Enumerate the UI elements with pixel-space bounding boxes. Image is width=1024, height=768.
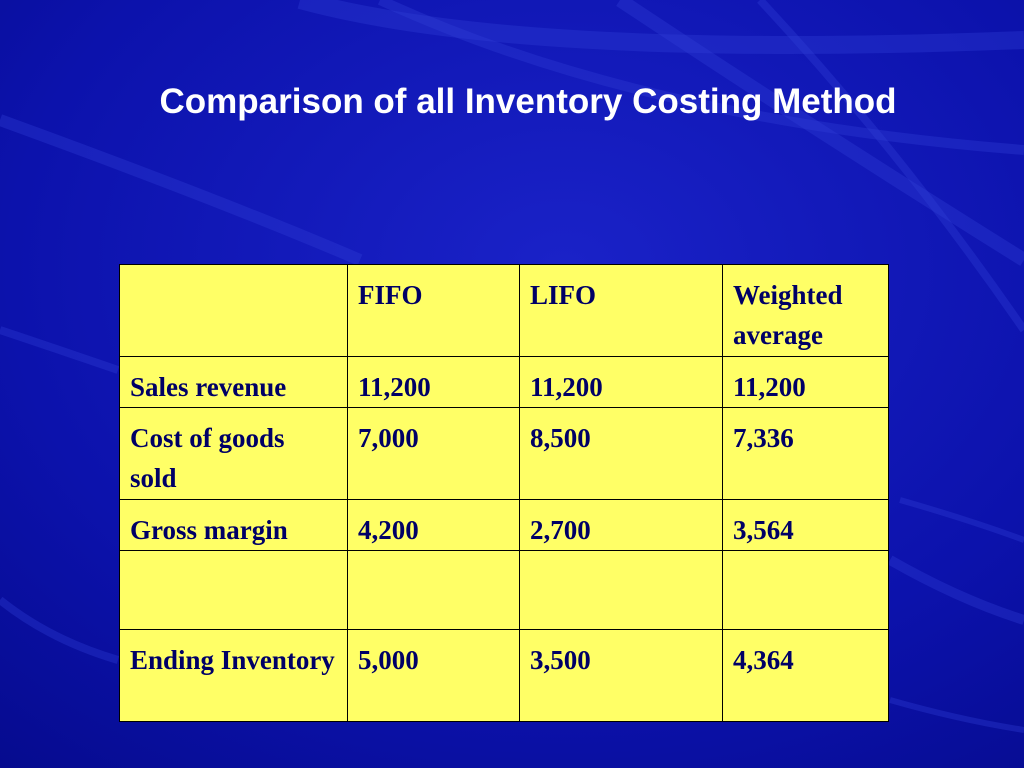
slide-title: Comparison of all Inventory Costing Meth…: [159, 82, 897, 121]
table-cell: 11,200: [519, 356, 723, 408]
row-label: Gross margin: [119, 499, 348, 551]
table-cell: 8,500: [519, 407, 723, 500]
table-cell: 7,000: [347, 407, 520, 500]
header-cell-lifo: LIFO: [519, 264, 723, 357]
header-cell-weighted-average: Weighted average: [722, 264, 889, 357]
table-row-cost-of-goods-sold: Cost of goods sold 7,000 8,500 7,336: [119, 407, 889, 500]
table-cell: 3,500: [519, 629, 723, 722]
table-cell: [347, 550, 520, 630]
table-cell: 4,200: [347, 499, 520, 551]
comparison-table-container: FIFO LIFO Weighted average Sales revenue…: [119, 264, 889, 722]
table-cell: [119, 550, 348, 630]
table-cell: 4,364: [722, 629, 889, 722]
table-cell: [519, 550, 723, 630]
table-row-gross-margin: Gross margin 4,200 2,700 3,564: [119, 499, 889, 551]
header-cell: [119, 264, 348, 357]
table-cell: 7,336: [722, 407, 889, 500]
table-header-row: FIFO LIFO Weighted average: [119, 264, 889, 357]
table-row-sales-revenue: Sales revenue 11,200 11,200 11,200: [119, 356, 889, 408]
row-label: Sales revenue: [119, 356, 348, 408]
row-label: Ending Inventory: [119, 629, 348, 722]
table-cell: [722, 550, 889, 630]
table-row-empty: [119, 550, 889, 630]
table-cell: 11,200: [722, 356, 889, 408]
table-cell: 3,564: [722, 499, 889, 551]
comparison-table: FIFO LIFO Weighted average Sales revenue…: [119, 264, 889, 722]
table-row-ending-inventory: Ending Inventory 5,000 3,500 4,364: [119, 629, 889, 722]
table-cell: 2,700: [519, 499, 723, 551]
table-cell: 11,200: [347, 356, 520, 408]
table-cell: 5,000: [347, 629, 520, 722]
row-label: Cost of goods sold: [119, 407, 348, 500]
header-cell-fifo: FIFO: [347, 264, 520, 357]
